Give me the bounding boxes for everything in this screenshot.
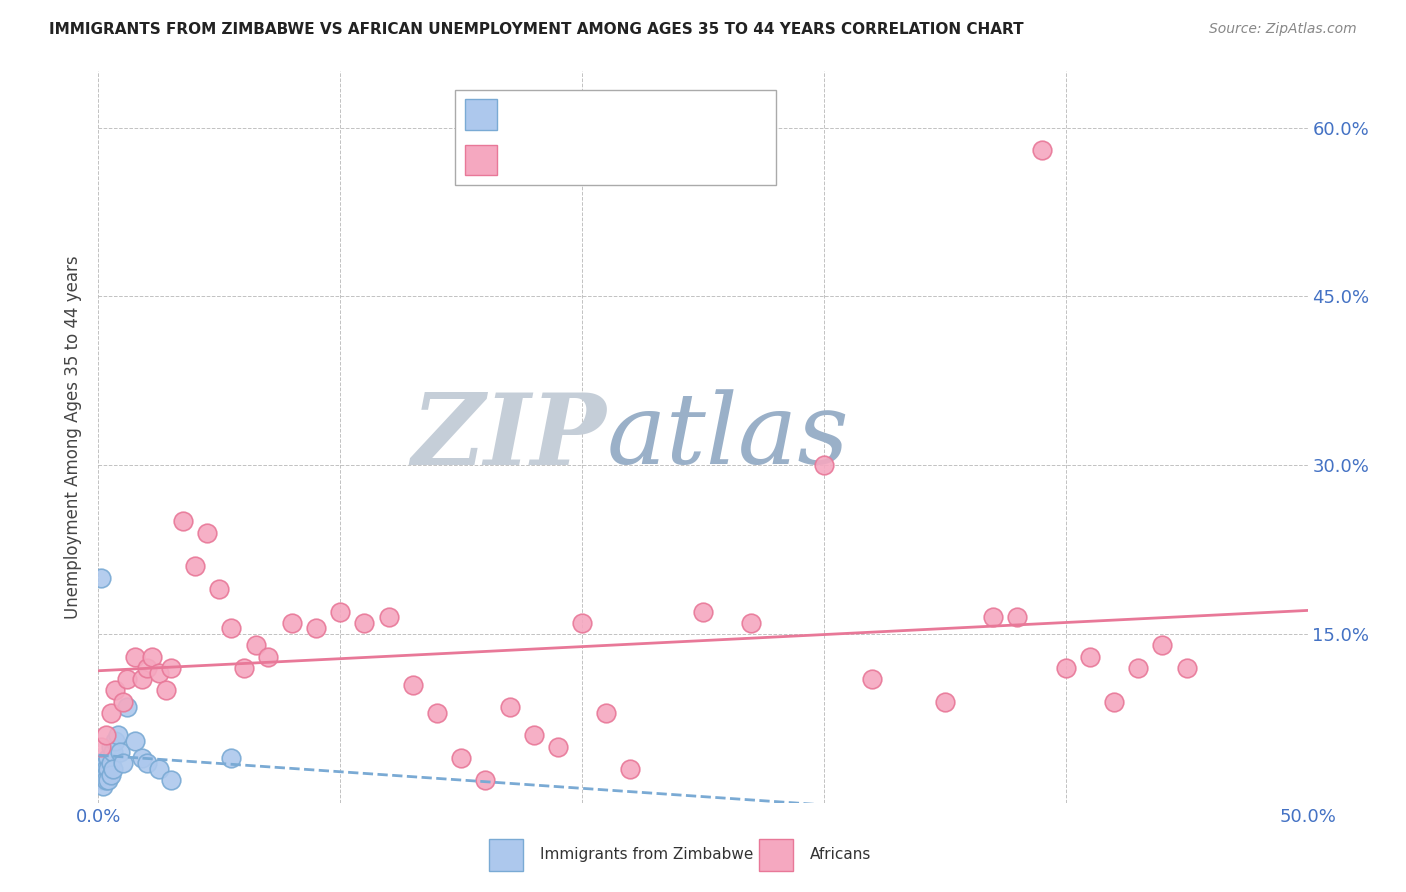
Point (184, 559, 207, 574)
Point (91, 767, 114, 781)
Point (94, 728, 117, 742)
Point (131, 751, 153, 765)
Point (498, 700, 520, 714)
FancyBboxPatch shape (489, 839, 523, 871)
Point (124, 734, 146, 748)
Point (523, 728, 546, 742)
Point (117, 700, 139, 714)
Text: Africans: Africans (810, 847, 872, 862)
Point (131, 672, 153, 686)
Point (1007, 610, 1029, 624)
Point (100, 706, 122, 720)
Point (402, 678, 425, 692)
Point (595, 706, 617, 720)
Point (101, 745, 124, 759)
Point (104, 683, 127, 698)
Point (141, 649, 163, 664)
Point (90, 739, 112, 754)
Text: Source: ZipAtlas.com: Source: ZipAtlas.com (1209, 22, 1357, 37)
Point (1054, 661, 1077, 675)
Point (104, 734, 127, 748)
Text: IMMIGRANTS FROM ZIMBABWE VS AFRICAN UNEMPLOYMENT AMONG AGES 35 TO 44 YEARS CORRE: IMMIGRANTS FROM ZIMBABWE VS AFRICAN UNEM… (49, 22, 1024, 37)
Point (1031, 143, 1053, 157)
Point (91, 762, 114, 776)
Point (245, 638, 267, 652)
Point (91, 779, 114, 793)
Point (1175, 661, 1198, 675)
Point (135, 756, 157, 771)
Point (426, 706, 449, 720)
Text: ZIP: ZIP (412, 389, 606, 485)
Point (221, 621, 243, 635)
Point (860, 672, 883, 686)
Point (90, 762, 112, 776)
Point (101, 762, 124, 776)
Point (148, 666, 170, 681)
Point (108, 745, 131, 759)
Point (135, 661, 157, 675)
Point (1078, 649, 1101, 664)
Point (97, 751, 120, 765)
Text: atlas: atlas (606, 390, 849, 484)
Point (160, 661, 183, 675)
Point (232, 661, 254, 675)
Point (155, 683, 177, 698)
Point (1128, 661, 1150, 675)
Point (148, 762, 170, 776)
Point (353, 615, 375, 630)
FancyBboxPatch shape (759, 839, 793, 871)
Point (813, 458, 835, 473)
Point (111, 694, 134, 708)
Point (107, 728, 129, 742)
Point (281, 615, 304, 630)
Point (100, 739, 122, 754)
Point (221, 751, 243, 765)
Point (97, 773, 120, 788)
Point (94, 773, 117, 788)
Point (90, 571, 112, 585)
Point (195, 525, 218, 540)
Point (1102, 694, 1125, 708)
Point (619, 762, 641, 776)
Point (934, 694, 956, 708)
Point (571, 615, 593, 630)
Point (94, 756, 117, 771)
Point (474, 773, 496, 788)
Point (329, 605, 352, 619)
Point (90, 767, 112, 781)
Text: Immigrants from Zimbabwe: Immigrants from Zimbabwe (540, 847, 754, 862)
Point (547, 739, 569, 754)
Point (450, 751, 472, 765)
Point (692, 605, 714, 619)
Point (100, 756, 122, 771)
Point (117, 672, 139, 686)
Point (208, 582, 231, 596)
Point (111, 756, 134, 771)
Point (305, 621, 328, 635)
Point (91, 773, 114, 788)
Point (94, 767, 117, 781)
Point (94, 762, 117, 776)
Point (377, 610, 399, 624)
Point (981, 610, 1004, 624)
Y-axis label: Unemployment Among Ages 35 to 44 years: Unemployment Among Ages 35 to 44 years (65, 255, 83, 619)
Point (172, 515, 194, 529)
Point (740, 615, 762, 630)
Point (124, 649, 146, 664)
Point (256, 649, 278, 664)
Point (97, 762, 120, 776)
Point (100, 767, 122, 781)
Point (160, 773, 183, 788)
Point (1152, 638, 1174, 652)
